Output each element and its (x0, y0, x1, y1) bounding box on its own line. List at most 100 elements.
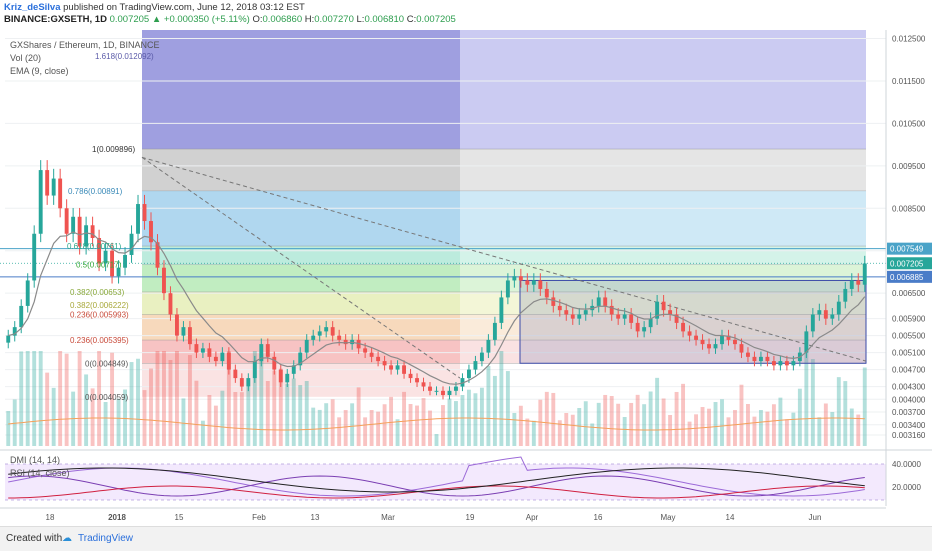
open-label: O: (252, 14, 263, 25)
volume-bar (304, 381, 309, 446)
volume-bar (110, 352, 115, 446)
dmi-tick-label: 20.0000 (892, 483, 921, 492)
fib-band (142, 30, 460, 150)
y-tick-label: 0.008500 (892, 204, 926, 213)
candle-body (512, 276, 517, 281)
volume-bar (285, 383, 290, 446)
volume-bar (265, 381, 270, 446)
y-tick-label: 0.011500 (892, 77, 925, 86)
price-label-box (887, 242, 932, 255)
candle-body (544, 288, 549, 298)
candle-body (804, 331, 809, 353)
volume-bar (603, 394, 608, 446)
volume-bar (791, 412, 796, 446)
y-tick-label: 0.010500 (892, 119, 926, 128)
candle-body (285, 373, 290, 383)
candle-body (499, 297, 504, 323)
candle-body (473, 361, 478, 370)
candle-body (778, 361, 783, 366)
candle-body (428, 386, 432, 391)
x-tick-label: 14 (726, 513, 735, 522)
fib-band (142, 291, 460, 315)
tradingview-logo-icon[interactable]: ☁ (62, 533, 72, 544)
volume-bar (162, 351, 166, 446)
volume-bar (77, 351, 82, 446)
candle-body (103, 250, 108, 264)
candle-body (395, 365, 400, 370)
volume-bar (473, 393, 478, 446)
price-label-box (887, 257, 932, 270)
volume-bar (402, 391, 407, 446)
volume-bar (84, 374, 89, 446)
volume-bar (350, 403, 355, 446)
candle-body (376, 356, 381, 362)
candle-body (304, 339, 309, 353)
volume-bar (19, 351, 24, 446)
candle-body (324, 327, 329, 332)
volume-bar (389, 396, 394, 446)
candle-body (369, 352, 374, 357)
candle-body (843, 288, 848, 302)
fib-label: 0.382(0.00653) (70, 288, 125, 297)
volume-bar (32, 351, 37, 446)
candle-body (752, 356, 757, 362)
candle-body (168, 293, 173, 315)
low-label: L: (356, 14, 365, 25)
candle-body (226, 352, 231, 370)
y-tick-label: 0.005900 (892, 315, 926, 324)
volume-bar (246, 387, 251, 446)
volume-bar (317, 409, 322, 446)
candle-body (609, 305, 614, 315)
trend-line (141, 156, 867, 362)
volume-bar (739, 384, 744, 446)
candle-body (38, 170, 43, 234)
volume-bar (843, 381, 848, 446)
fib-label: 0.618(0.00761) (67, 242, 122, 251)
candle-body (771, 361, 776, 366)
candle-body (538, 280, 543, 289)
author-link[interactable]: Kriz_deSilva (4, 2, 61, 13)
x-tick-label: Mar (381, 513, 395, 522)
volume-bar (557, 420, 562, 446)
candle-body (583, 310, 588, 315)
candle-body (862, 263, 867, 285)
tradingview-brand[interactable]: TradingView (78, 533, 134, 544)
x-tick-label: 15 (175, 513, 184, 522)
volume-bar (142, 390, 147, 446)
candle-body (557, 305, 562, 311)
candle-body (58, 178, 63, 209)
candle-body (136, 204, 140, 234)
volume-bar (311, 407, 316, 446)
x-tick-label: 19 (466, 513, 475, 522)
volume-bar (486, 366, 491, 446)
fib-band (460, 340, 866, 364)
candle-body (363, 348, 368, 353)
volume-bar (713, 402, 718, 446)
candle-body (830, 314, 835, 319)
candle-body (642, 327, 647, 332)
candle-body (25, 280, 30, 306)
volume-bar (220, 390, 225, 446)
candle-body (856, 280, 861, 285)
volume-bar (661, 398, 666, 446)
candle-body (187, 327, 192, 345)
volume-bar (583, 401, 588, 446)
fib-band (460, 30, 866, 150)
volume-bar (531, 420, 536, 446)
candle-body (421, 382, 426, 387)
fib-label: 0.786(0.00891) (68, 187, 123, 196)
volume-bar (629, 402, 634, 446)
volume-bar (363, 417, 368, 446)
y-tick-label: 0.005500 (892, 332, 926, 341)
candle-body (791, 361, 796, 366)
footer: Created with ☁ TradingView (0, 526, 932, 551)
candle-body (505, 280, 510, 298)
volume-bar (681, 383, 686, 446)
candle-body (84, 225, 89, 247)
price-label-box (887, 270, 932, 283)
candle-body (570, 314, 575, 319)
volume-bar (499, 351, 504, 446)
candle-body (486, 339, 491, 353)
price-chart[interactable]: 0.012500 0.011500 0.010500 0.009500 0.008500… (0, 0, 932, 526)
candle-body (466, 369, 471, 379)
